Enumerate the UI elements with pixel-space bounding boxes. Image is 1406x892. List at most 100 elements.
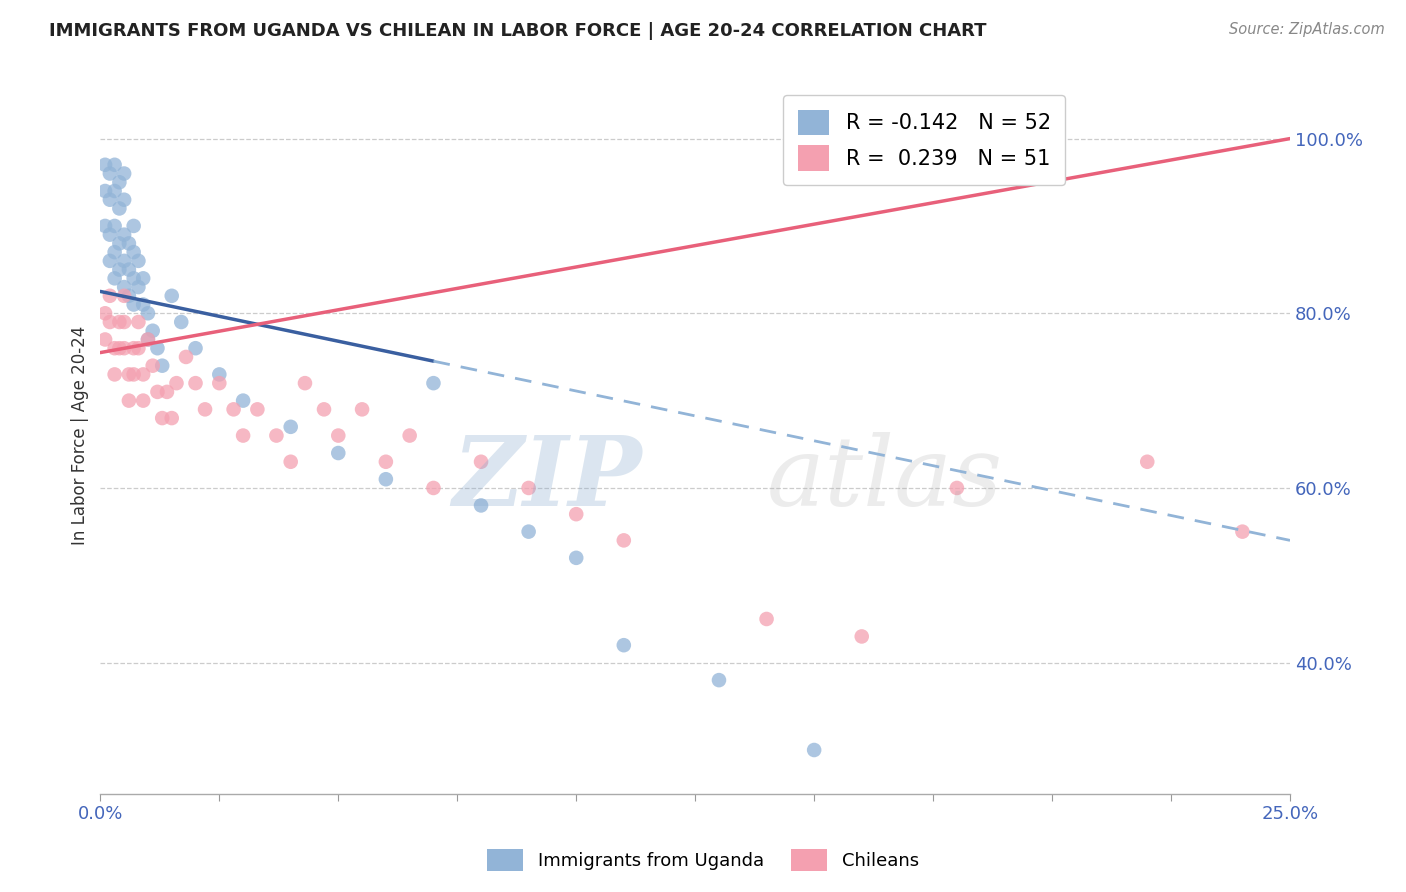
Point bbox=[142, 324, 165, 338]
Point bbox=[122, 297, 145, 311]
Text: atlas: atlas bbox=[766, 432, 1002, 525]
Point bbox=[98, 253, 121, 268]
Point bbox=[112, 315, 135, 329]
Point bbox=[122, 271, 145, 285]
Text: Source: ZipAtlas.com: Source: ZipAtlas.com bbox=[1229, 22, 1385, 37]
Point bbox=[232, 393, 254, 408]
Point bbox=[136, 306, 159, 320]
Point bbox=[94, 219, 117, 233]
Point bbox=[194, 402, 217, 417]
Point bbox=[613, 533, 636, 548]
Point bbox=[166, 376, 188, 391]
Point bbox=[127, 341, 149, 355]
Point bbox=[160, 289, 183, 303]
Point bbox=[707, 673, 730, 687]
Point bbox=[104, 341, 127, 355]
Point bbox=[132, 393, 155, 408]
Point bbox=[127, 315, 149, 329]
Point bbox=[98, 289, 121, 303]
Point bbox=[352, 402, 374, 417]
Point bbox=[98, 167, 121, 181]
Point bbox=[146, 341, 169, 355]
Point bbox=[232, 428, 254, 442]
Point bbox=[374, 455, 396, 469]
Point bbox=[150, 411, 173, 425]
Point bbox=[170, 315, 193, 329]
Point bbox=[122, 368, 145, 382]
Point bbox=[132, 271, 155, 285]
Point bbox=[266, 428, 288, 442]
Point bbox=[108, 262, 131, 277]
Point bbox=[150, 359, 173, 373]
Point bbox=[104, 158, 127, 172]
Point bbox=[374, 472, 396, 486]
Point bbox=[208, 368, 231, 382]
Point bbox=[104, 271, 127, 285]
Point bbox=[98, 315, 121, 329]
Point bbox=[146, 384, 169, 399]
Point bbox=[127, 280, 149, 294]
Point bbox=[208, 376, 231, 391]
Point bbox=[112, 193, 135, 207]
Point bbox=[156, 384, 179, 399]
Point bbox=[108, 202, 131, 216]
Point bbox=[222, 402, 245, 417]
Point bbox=[104, 245, 127, 260]
Point bbox=[422, 376, 444, 391]
Point bbox=[280, 420, 302, 434]
Point bbox=[108, 175, 131, 189]
Point bbox=[112, 289, 135, 303]
Text: ZIP: ZIP bbox=[451, 432, 641, 525]
Point bbox=[112, 167, 135, 181]
Point bbox=[104, 219, 127, 233]
Point bbox=[104, 184, 127, 198]
Point bbox=[1232, 524, 1254, 539]
Point bbox=[160, 411, 183, 425]
Point bbox=[127, 253, 149, 268]
Point bbox=[94, 184, 117, 198]
Point bbox=[803, 743, 825, 757]
Point bbox=[136, 333, 159, 347]
Point bbox=[112, 341, 135, 355]
Point bbox=[294, 376, 316, 391]
Point bbox=[246, 402, 269, 417]
Point bbox=[613, 638, 636, 652]
Point bbox=[328, 446, 350, 460]
Point bbox=[108, 236, 131, 251]
Point bbox=[132, 297, 155, 311]
Point bbox=[94, 306, 117, 320]
Point bbox=[1136, 455, 1159, 469]
Point bbox=[470, 499, 492, 513]
Point bbox=[112, 280, 135, 294]
Point bbox=[174, 350, 197, 364]
Point bbox=[470, 455, 492, 469]
Point bbox=[132, 368, 155, 382]
Point bbox=[108, 315, 131, 329]
Point bbox=[104, 368, 127, 382]
Point bbox=[118, 393, 141, 408]
Point bbox=[118, 289, 141, 303]
Legend: Immigrants from Uganda, Chileans: Immigrants from Uganda, Chileans bbox=[479, 842, 927, 879]
Point bbox=[398, 428, 420, 442]
Text: IMMIGRANTS FROM UGANDA VS CHILEAN IN LABOR FORCE | AGE 20-24 CORRELATION CHART: IMMIGRANTS FROM UGANDA VS CHILEAN IN LAB… bbox=[49, 22, 987, 40]
Point bbox=[517, 524, 540, 539]
Point bbox=[184, 341, 207, 355]
Point bbox=[422, 481, 444, 495]
Y-axis label: In Labor Force | Age 20-24: In Labor Force | Age 20-24 bbox=[72, 326, 89, 545]
Point bbox=[118, 262, 141, 277]
Point bbox=[118, 368, 141, 382]
Point bbox=[517, 481, 540, 495]
Point bbox=[851, 630, 873, 644]
Point bbox=[122, 219, 145, 233]
Point bbox=[118, 236, 141, 251]
Point bbox=[112, 253, 135, 268]
Point bbox=[112, 227, 135, 242]
Point bbox=[142, 359, 165, 373]
Point bbox=[136, 333, 159, 347]
Point bbox=[98, 193, 121, 207]
Point bbox=[122, 245, 145, 260]
Point bbox=[565, 550, 588, 565]
Point bbox=[755, 612, 778, 626]
Point bbox=[312, 402, 335, 417]
Point bbox=[280, 455, 302, 469]
